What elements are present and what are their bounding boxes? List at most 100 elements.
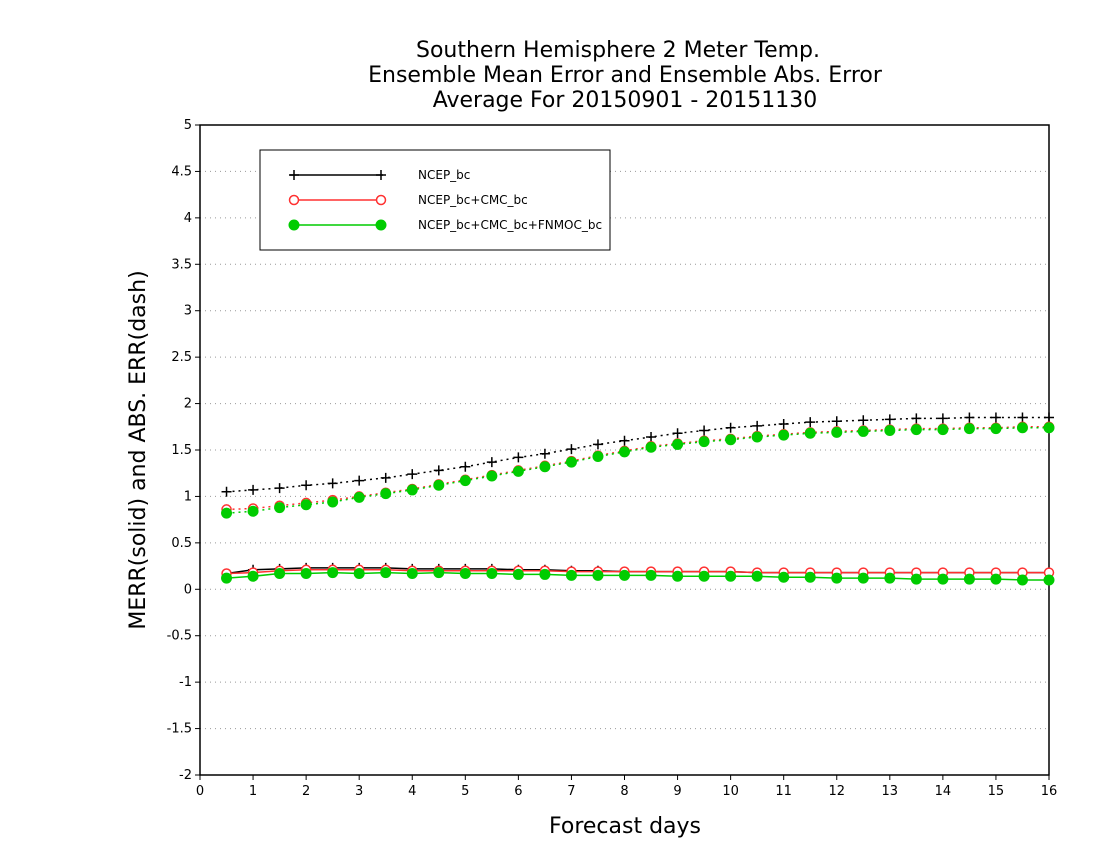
data-point [327,478,338,489]
data-point [300,499,312,511]
chart-title-line-1: Southern Hemisphere 2 Meter Temp. [416,38,820,63]
data-point [433,567,445,579]
data-point [380,472,391,483]
data-point [645,569,657,581]
data-point [407,469,418,480]
data-point [354,475,365,486]
data-point [565,569,577,581]
x-tick-label: 11 [775,784,792,799]
data-point [301,480,312,491]
data-point [990,573,1002,585]
data-point [288,194,300,206]
y-tick-label: 1 [184,489,192,504]
series-NCEP_bc [221,412,1054,579]
data-point [911,413,922,424]
chart-title-line-2: Ensemble Mean Error and Ensemble Abs. Er… [368,63,883,88]
x-tick-label: 9 [673,784,681,799]
y-tick-label: 3.5 [171,257,192,272]
data-point [539,448,550,459]
data-point [778,571,790,583]
y-tick-label: 3 [184,304,192,319]
y-tick-label: 4.5 [171,164,192,179]
x-tick-label: 5 [461,784,469,799]
series-layer [221,412,1055,586]
data-point [672,438,684,450]
legend-label: NCEP_bc+CMC_bc+FNMOC_bc [418,218,602,232]
y-tick-label: 2.5 [171,350,192,365]
data-point [990,412,1001,423]
y-tick-label: -0.5 [167,629,192,644]
data-point [592,439,603,450]
chart-title-line-3: Average For 20150901 - 20151130 [433,88,818,113]
x-tick-label: 4 [408,784,416,799]
data-point [221,486,232,497]
data-point [619,446,630,458]
data-point [327,567,339,579]
x-tick-label: 13 [882,784,899,799]
data-point [288,219,300,231]
data-point [327,496,339,508]
data-point [910,573,922,585]
data-point [804,571,816,583]
data-point [725,570,737,582]
data-point [247,505,259,517]
data-point [963,573,975,585]
x-tick-label: 12 [828,784,845,799]
data-point [248,484,259,495]
data-point [565,456,577,468]
data-point [725,434,737,446]
data-point [937,413,948,424]
x-tick-label: 7 [567,784,575,799]
x-tick-label: 2 [302,784,310,799]
y-tick-label: -1 [179,675,192,690]
data-point [221,572,233,584]
y-tick-label: -1.5 [167,722,192,737]
x-axis-label: Forecast days [549,814,701,839]
x-tick-label: 10 [722,784,739,799]
x-tick-label: 1 [249,784,257,799]
data-point [645,441,657,453]
axis-ticks: -2-1.5-1-0.500.511.522.533.544.550 1 2 3 4 5 6… [167,118,1058,799]
data-point [1044,412,1054,423]
data-point [1017,412,1028,423]
y-tick-label: 2 [184,397,192,412]
data-point [884,414,895,425]
data-point [619,569,630,581]
data-point [512,465,524,477]
data-point [460,461,471,472]
y-tick-label: 5 [184,118,192,133]
data-point [539,568,551,580]
data-point [964,412,975,423]
data-point [353,491,365,503]
y-tick-label: 1.5 [171,443,192,458]
data-point [221,507,233,519]
x-tick-label: 6 [514,784,522,799]
data-point [380,488,392,500]
data-point [884,425,896,436]
legend-label: NCEP_bc+CMC_bc [418,193,528,207]
data-point [937,424,949,436]
data-point [406,568,418,579]
data-point [698,436,710,448]
x-tick-label: 8 [620,784,628,799]
legend: NCEP_bc NCEP_bc+CMC_bc NCEP_bc+CMC_bc+FNMO… [259,149,611,251]
data-point [247,570,259,582]
data-point [512,568,524,580]
data-point [380,567,392,579]
data-point [1043,422,1055,434]
y-tick-label: -2 [179,768,192,783]
data-point [274,568,286,579]
data-point [963,423,975,435]
data-point [831,416,842,427]
data-point [831,572,843,584]
series-line-abs-err-dash [226,426,1049,514]
series-NCEP_bc+CMC_bc+FNMOC_bc [221,422,1055,586]
data-point [778,429,790,441]
data-point [672,570,684,582]
data-point [353,568,365,579]
data-point [375,194,387,206]
x-tick-label: 15 [988,784,1005,799]
data-point [376,170,386,180]
data-point [566,444,577,455]
